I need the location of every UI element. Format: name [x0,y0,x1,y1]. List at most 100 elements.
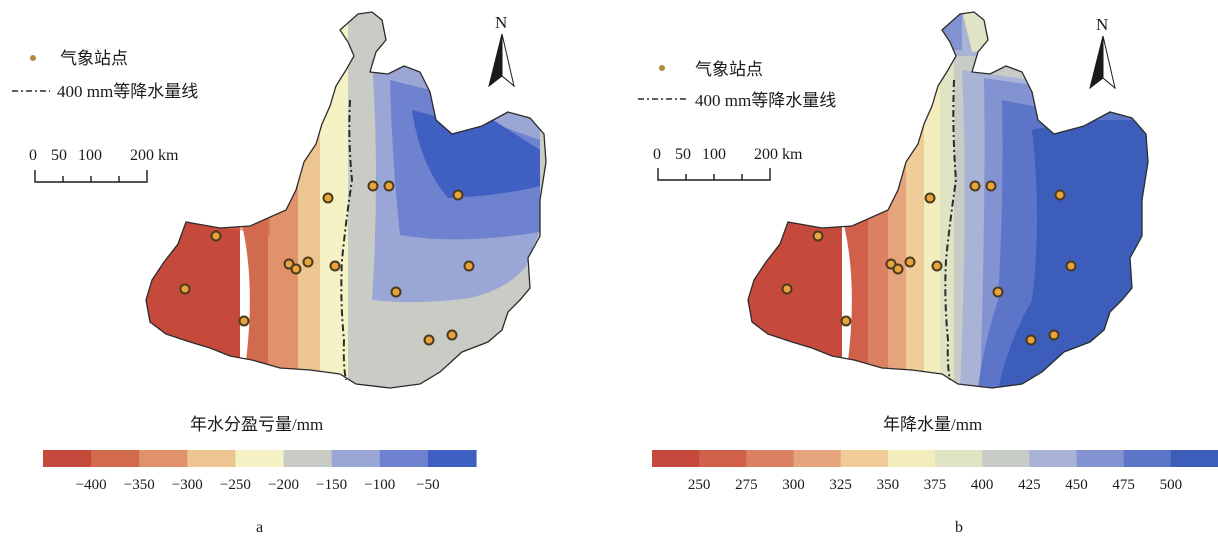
colorbar-tick-label: 375 [924,477,947,493]
colorbar-swatch [187,450,237,467]
colorbar-swatch [1170,450,1218,467]
scale-tick-label: 200 km [754,146,803,163]
scale-tick-label: 100 [702,146,726,163]
north-arrow-icon [501,33,515,88]
north-label: N [1096,15,1108,34]
station-marker [985,180,997,192]
colorbar-title: 年水分盈亏量/mm [190,415,323,434]
station-marker [969,180,981,192]
station-legend-label: 气象站点 [60,49,128,68]
station-marker [302,256,314,268]
station-marker [1048,329,1060,341]
colorbar-tick-label: −100 [364,477,395,493]
station-marker [1054,189,1066,201]
isohyet-400-line-a [340,99,354,381]
colorbar-tick-label: 300 [782,477,805,493]
station-marker [463,260,475,272]
station-marker [290,263,302,275]
north-label: N [495,13,507,32]
north-arrow-a: N [488,13,515,88]
station-marker [390,286,402,298]
colorbar-swatch [1123,450,1172,467]
colorbar-tick-label: −400 [76,477,107,493]
colorbar-swatch [1029,450,1078,467]
colorbar-swatch [982,450,1030,467]
colorbar-tick-label: 450 [1065,477,1088,493]
colorbar-swatch [235,450,285,467]
north-arrow-icon [1102,35,1116,90]
colorbar-swatch [139,450,188,467]
colorbar-tick-label: −50 [416,477,439,493]
colorbar-swatch [935,450,983,467]
scale-bar-line [657,168,771,181]
station-marker [840,315,852,327]
colorbar-swatch [793,450,842,467]
colorbar-swatch [1076,450,1125,467]
colorbar-tick-label: 475 [1112,477,1135,493]
colorbar-tick-label: 400 [971,477,994,493]
station-marker [452,189,464,201]
colorbar-tick-label: −200 [268,477,299,493]
scale-bar-a: 0 50 100 200 km [29,147,179,183]
colorbar-swatch [652,450,700,467]
station-marker [322,192,334,204]
legend-a: 气象站点 400 mm等降水量线 [12,49,198,101]
station-marker [1065,260,1077,272]
colorbar-swatch [746,450,795,467]
north-arrow-icon [488,33,503,88]
station-legend-marker [659,65,665,71]
colorbar-ticks: 250 275 300 325 350 375 400 425 450 475 … [688,477,1182,493]
scale-tick-label: 0 [653,146,661,163]
panel-label-a: a [256,519,263,536]
station-marker [238,315,250,327]
scale-tick-label: 0 [29,147,37,164]
stations-b [781,180,1077,346]
colorbar-tick-label: −250 [220,477,251,493]
north-arrow-b: N [1089,15,1116,90]
isohyet-legend-label: 400 mm等降水量线 [695,91,836,110]
colorbar-swatch [283,450,333,467]
colorbar-tick-label: 325 [829,477,852,493]
colorbar-tick-label: 425 [1018,477,1041,493]
station-marker [904,256,916,268]
station-marker [931,260,943,272]
station-marker [812,230,824,242]
region-boundary-b [747,11,1149,389]
colorbar-swatch [331,450,381,467]
station-marker [423,334,435,346]
colorbar-b: 年降水量/mm 250 275 300 325 350 375 400 425 … [652,415,1218,493]
station-legend-marker [30,55,36,61]
colorbar-tick-label: −350 [124,477,155,493]
panel-label-b: b [955,519,963,536]
station-marker [329,260,341,272]
station-legend-label: 气象站点 [695,60,763,79]
station-marker [367,180,379,192]
station-marker [446,329,458,341]
station-marker [210,230,222,242]
colorbar-swatch [887,450,936,467]
scale-bar-line [34,170,148,183]
scale-bar-b: 0 50 100 200 km [653,146,803,181]
colorbar-tick-label: −300 [172,477,203,493]
station-marker [992,286,1004,298]
station-marker [1025,334,1037,346]
colorbar-a: 年水分盈亏量/mm −400 −350 −300 −250 −200 −150 … [43,415,477,493]
colorbar-swatch [91,450,140,467]
colorbar-swatches [43,450,477,467]
colorbar-swatch [427,450,477,467]
colorbar-ticks: −400 −350 −300 −250 −200 −150 −100 −50 [76,477,440,493]
scale-tick-label: 50 [675,146,691,163]
station-marker [892,263,904,275]
isohyet-400-line-b [944,79,958,381]
region-boundary-a [145,11,547,389]
station-marker [924,192,936,204]
colorbar-swatch [699,450,747,467]
colorbar-tick-label: −150 [316,477,347,493]
scale-tick-label: 100 [78,147,102,164]
scale-tick-label: 50 [51,147,67,164]
isohyet-legend-label: 400 mm等降水量线 [57,82,198,101]
station-marker [179,283,191,295]
colorbar-swatch [840,450,889,467]
colorbar-tick-label: 250 [688,477,711,493]
